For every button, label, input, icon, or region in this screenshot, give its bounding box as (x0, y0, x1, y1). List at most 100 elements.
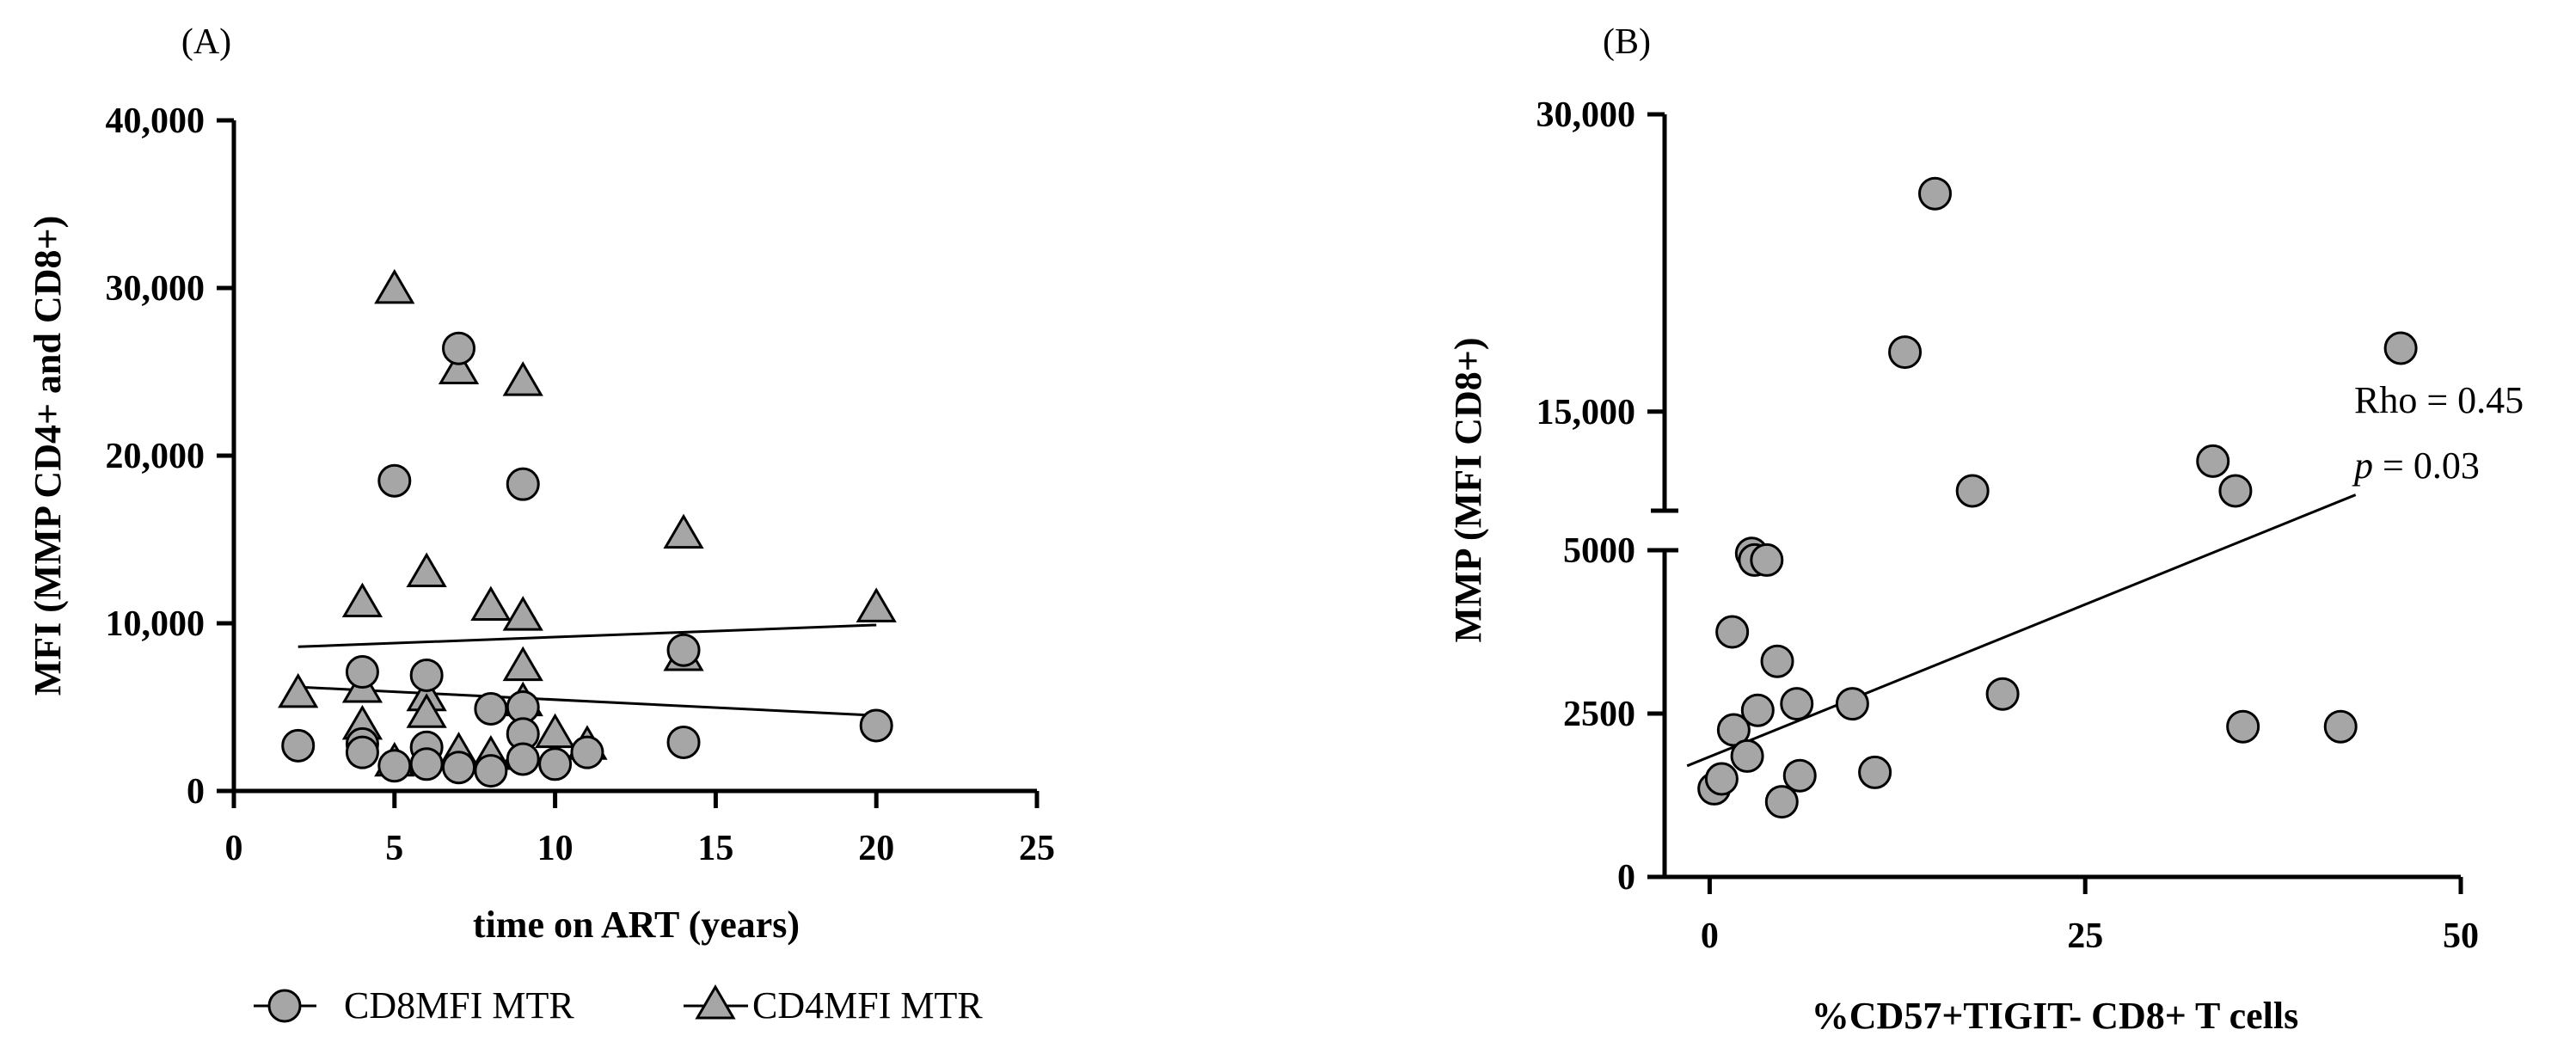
panel-a-trend-line (297, 685, 877, 717)
panel-a-points (278, 268, 897, 788)
panel-b-trend-line (1686, 493, 2357, 768)
panel-b-point (1760, 644, 1794, 678)
panel-a-y-tick-label: 30,000 (106, 269, 205, 309)
cd4-point (341, 582, 383, 618)
panel-b-point (1780, 687, 1814, 721)
legend: CD8MFI MTR CD4MFI MTR (254, 984, 983, 1027)
panel-b-point (1730, 739, 1764, 773)
p-symbol: p (2352, 444, 2373, 487)
cd8-point (666, 633, 701, 667)
cd4-point (438, 349, 480, 384)
panel-b-x-label: %CD57+TIGIT- CD8+ T cells (1812, 995, 2298, 1037)
panel-b-point (1835, 687, 1869, 721)
panel-b-point (1782, 758, 1817, 793)
panel-b-point (1716, 713, 1751, 747)
cd8-point (442, 751, 476, 785)
panel-a-x-ticks: 0 5 10 15 20 25 (225, 791, 1055, 868)
legend-cd8-label: CD8MFI MTR (344, 984, 574, 1027)
cd8-point (409, 658, 444, 692)
panel-b-point (2196, 444, 2230, 478)
p-value-text: p = 0.03 (2352, 444, 2480, 487)
cd8-point (506, 742, 540, 776)
cd4-point (470, 585, 512, 621)
panel-b-point (1764, 785, 1799, 819)
cd8-point (474, 691, 508, 726)
panel-a-x-tick-label: 25 (1019, 829, 1055, 868)
panel-b-x-ticks: 0 25 50 (1701, 877, 2479, 956)
rho-text: Rho = 0.45 (2354, 379, 2524, 421)
legend-cd8-marker (267, 989, 302, 1023)
panel-b-x-tick-label: 50 (2443, 916, 2479, 956)
panel-b-point (1704, 762, 1739, 796)
panel-a-y-tick-label: 10,000 (106, 604, 205, 644)
panel-b-y-ticks: 0 2500 5000 15,000 30,000 (1536, 95, 1665, 898)
panel-a-trend-lines (297, 623, 877, 717)
legend-item-cd8: CD8MFI MTR (254, 984, 574, 1027)
cd4-point (856, 587, 897, 622)
panel-a-x-tick-label: 5 (385, 829, 403, 868)
cd8-point (859, 708, 893, 743)
panel-b-point (2323, 709, 2358, 744)
panel-b-points (1697, 176, 2418, 819)
cd4-point (502, 596, 543, 631)
panel-b-x-tick-label: 25 (2067, 916, 2103, 956)
cd8-point (377, 749, 412, 783)
cd8-point (570, 735, 604, 769)
panel-b-point (1750, 542, 1784, 577)
panel-a-x-tick-label: 20 (858, 829, 894, 868)
panel-a-trend-line (297, 623, 877, 648)
panel-b-regression-line (1686, 493, 2357, 768)
cd4-point (502, 646, 543, 682)
panel-b-y-tick-label: 5000 (1563, 531, 1635, 571)
panel-b-y-label: MMP (MFI CD8+) (1447, 338, 1489, 643)
panel-b-point (1740, 693, 1775, 727)
cd8-point (538, 747, 573, 781)
legend-item-cd4: CD4MFI MTR (684, 984, 983, 1027)
panel-b-point (1888, 335, 1923, 370)
cd4-point (278, 672, 319, 708)
cd4-point (534, 713, 576, 749)
panel-a: (A) 0 5 10 15 20 25 0 10,000 20,000 30,000 40,000… (27, 22, 1055, 1027)
panel-a-y-tick-label: 20,000 (106, 437, 205, 476)
panel-a-y-tick-label: 40,000 (106, 101, 205, 141)
panel-a-y-tick-label: 0 (187, 772, 205, 812)
cd8-point (409, 747, 444, 781)
panel-a-y-label: MFI (MMP CD4+ and CD8+) (27, 216, 69, 696)
cd8-point (442, 331, 476, 365)
panel-b-y-tick-label: 15,000 (1536, 393, 1636, 432)
legend-cd4-marker (695, 984, 736, 1020)
panel-b-point (1985, 677, 2020, 711)
panel-a-x-tick-label: 0 (225, 829, 243, 868)
cd8-point (506, 467, 540, 501)
panel-a-x-tick-label: 10 (537, 829, 573, 868)
panel-b-point (2383, 331, 2418, 365)
panel-a-x-label: time on ART (years) (473, 904, 800, 946)
panel-a-x-tick-label: 15 (697, 829, 733, 868)
correlation-annotation: Rho = 0.45 p = 0.03 (2352, 379, 2524, 487)
p-value: = 0.03 (2373, 444, 2480, 487)
panel-b: (B) 0 25 50 0 2500 5000 15,000 30,000 %CD57+TI… (1447, 22, 2524, 1037)
cd4-point (406, 552, 447, 587)
panel-b-x-tick-label: 0 (1701, 916, 1719, 956)
legend-cd4-label: CD4MFI MTR (752, 984, 983, 1027)
cd8-point (474, 754, 508, 788)
cd4-point (663, 513, 704, 549)
panel-a-y-ticks: 0 10,000 20,000 30,000 40,000 (106, 101, 234, 812)
panel-b-y-tick-label: 30,000 (1536, 95, 1636, 135)
cd8-point (345, 735, 379, 769)
cd8-point (377, 463, 412, 498)
cd8-point (281, 728, 316, 763)
cd8-point (666, 725, 701, 759)
panel-b-label: (B) (1603, 22, 1651, 62)
panel-b-point (1715, 615, 1750, 649)
cd4-point (502, 361, 543, 396)
panel-b-point (1858, 755, 1892, 789)
panel-b-point (2218, 474, 2253, 508)
panel-a-label: (A) (181, 22, 231, 62)
panel-b-y-tick-label: 2500 (1563, 695, 1635, 734)
cd8-point (345, 655, 379, 689)
panel-b-y-tick-label: 0 (1617, 858, 1635, 898)
panel-b-point (1917, 176, 1952, 211)
panel-b-point (2226, 709, 2260, 744)
